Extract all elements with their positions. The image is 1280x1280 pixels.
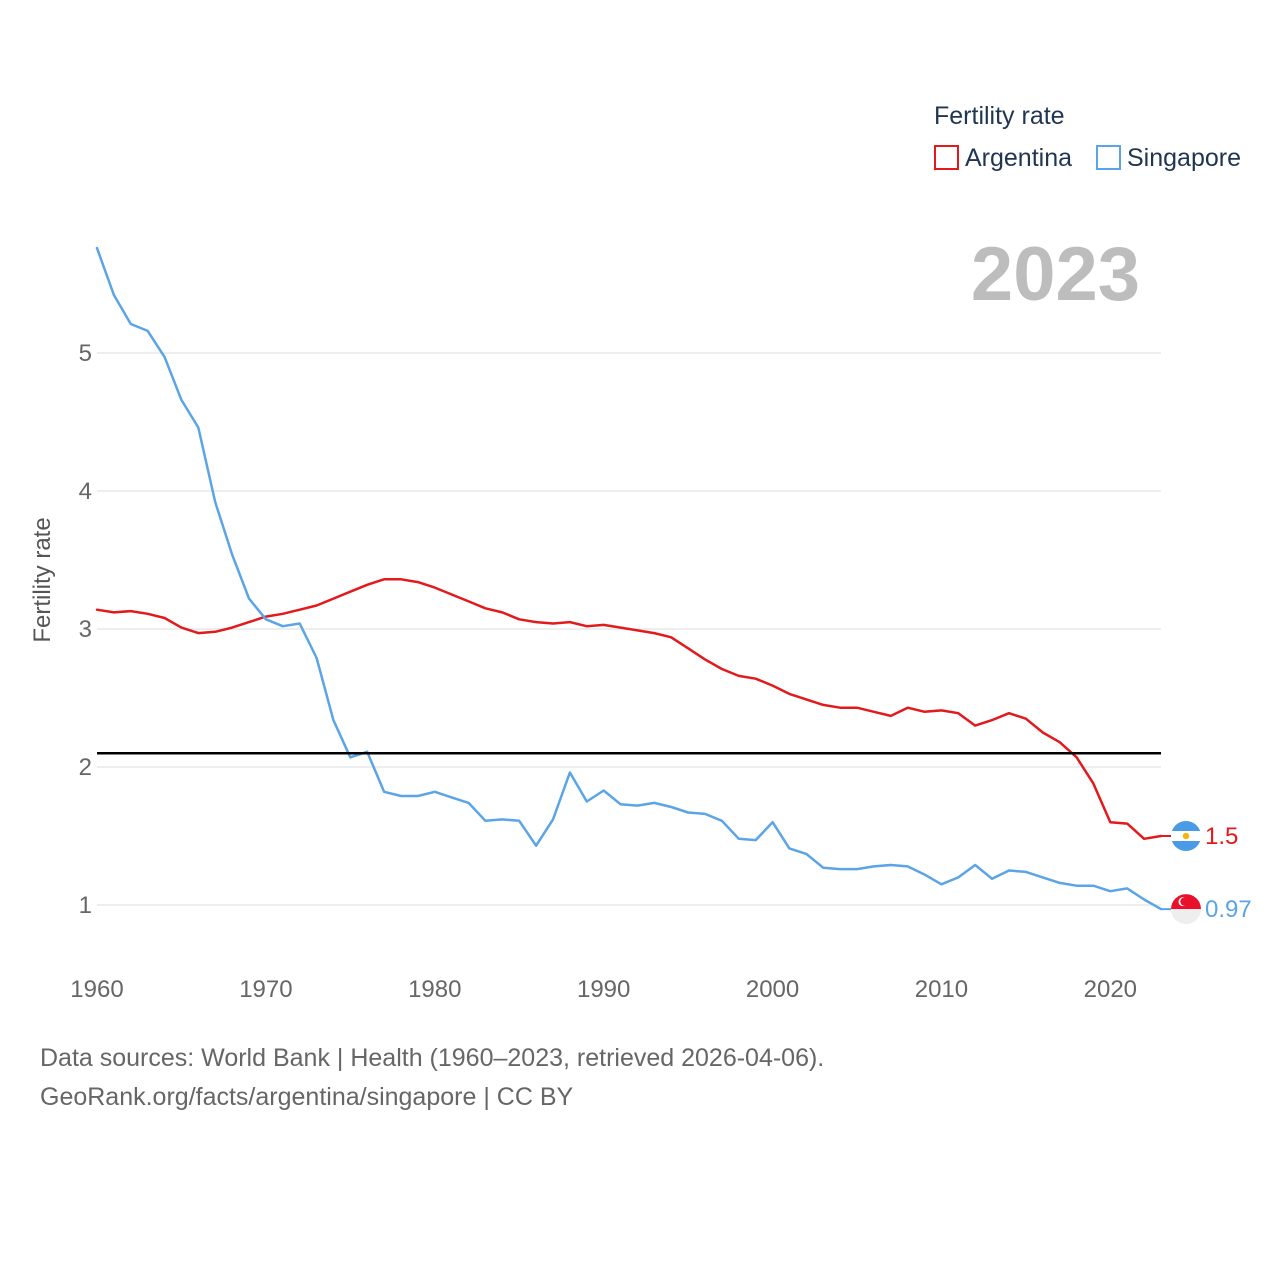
y-tick-label-5: 5 [79,340,92,367]
y-axis-title: Fertility rate [29,517,56,642]
footer-source: Data sources: World Bank | Health (1960–… [40,1044,825,1072]
x-axis-ticks: 1960 1970 1980 1990 2000 2010 2020 [70,976,1137,1003]
x-tick-label-2020: 2020 [1084,976,1137,1003]
year-label: 2023 [971,232,1140,317]
y-tick-label-2: 2 [79,754,92,781]
line-chart: 1 2 3 4 5 1960 1970 1980 1990 2000 2010 2020 Ferti… [29,102,1252,1003]
legend-swatch-argentina [934,145,959,170]
legend: Fertility rate Argentina Singapore [934,102,1241,172]
footer-credit: GeoRank.org/facts/argentina/singapore | … [40,1083,574,1111]
end-value-label-singapore: 0.97 [1205,896,1252,923]
legend-label-argentina: Argentina [965,144,1072,172]
x-tick-label-2010: 2010 [915,976,968,1003]
x-tick-label-2000: 2000 [746,976,799,1003]
y-tick-label-4: 4 [79,478,92,505]
x-tick-label-1960: 1960 [70,976,123,1003]
y-axis-ticks: 1 2 3 4 5 [79,340,92,919]
legend-swatch-singapore [1096,145,1121,170]
legend-label-singapore: Singapore [1127,144,1241,172]
x-tick-label-1970: 1970 [239,976,292,1003]
singapore-flag-icon [1171,894,1201,925]
series-line-singapore [95,246,1163,911]
series-lines [95,246,1163,911]
y-tick-label-1: 1 [79,892,92,919]
y-tick-label-3: 3 [79,616,92,643]
legend-title: Fertility rate [934,102,1065,130]
end-markers: 1.5 0.97 [1161,821,1252,925]
end-value-label-argentina: 1.5 [1205,823,1238,850]
x-tick-label-1980: 1980 [408,976,461,1003]
argentina-flag-icon [1171,821,1201,851]
x-tick-label-1990: 1990 [577,976,630,1003]
series-line-argentina [95,578,1163,841]
